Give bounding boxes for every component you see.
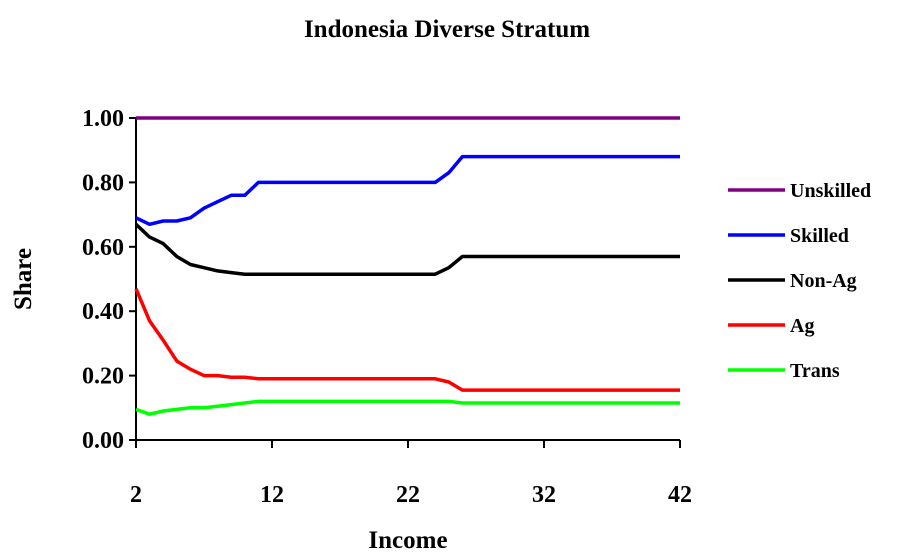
series-line-non-ag	[134, 223, 680, 276]
y-tick-label: 1.00	[82, 106, 124, 132]
x-tick-label: 2	[130, 482, 142, 508]
series-line-trans	[135, 399, 680, 416]
y-tick-label: 0.20	[82, 364, 124, 390]
legend-label-unskilled: Unskilled	[790, 180, 871, 202]
series-line-skilled	[135, 154, 680, 227]
chart-title: Indonesia Diverse Stratum	[304, 16, 590, 43]
plot-area: 0.00 0.20 0.40 0.60 0.80 1.00 2 12 22 32 42	[82, 106, 692, 508]
x-tick-label: 32	[532, 482, 556, 508]
x-tick-label: 42	[668, 482, 692, 508]
x-tick-label: 12	[260, 482, 284, 508]
y-tick-label: 0.80	[82, 170, 124, 196]
x-ticks: 2 12 22 32 42	[130, 440, 692, 508]
legend-label-skilled: Skilled	[790, 225, 849, 247]
x-tick-label: 22	[396, 482, 420, 508]
series-line-ag	[134, 288, 680, 392]
series-lines	[134, 116, 680, 416]
legend: Unskilled Skilled Non-Ag Ag Trans	[728, 180, 871, 382]
legend-label-ag: Ag	[790, 315, 814, 337]
y-tick-label: 0.00	[82, 428, 124, 454]
legend-label-trans: Trans	[790, 360, 840, 382]
y-tick-label: 0.40	[82, 299, 124, 325]
x-axis-label: Income	[368, 527, 447, 554]
legend-label-non-ag: Non-Ag	[790, 270, 857, 292]
y-tick-label: 0.60	[82, 235, 124, 261]
y-axis-label: Share	[10, 248, 37, 310]
y-ticks: 0.00 0.20 0.40 0.60 0.80 1.00	[82, 106, 136, 454]
